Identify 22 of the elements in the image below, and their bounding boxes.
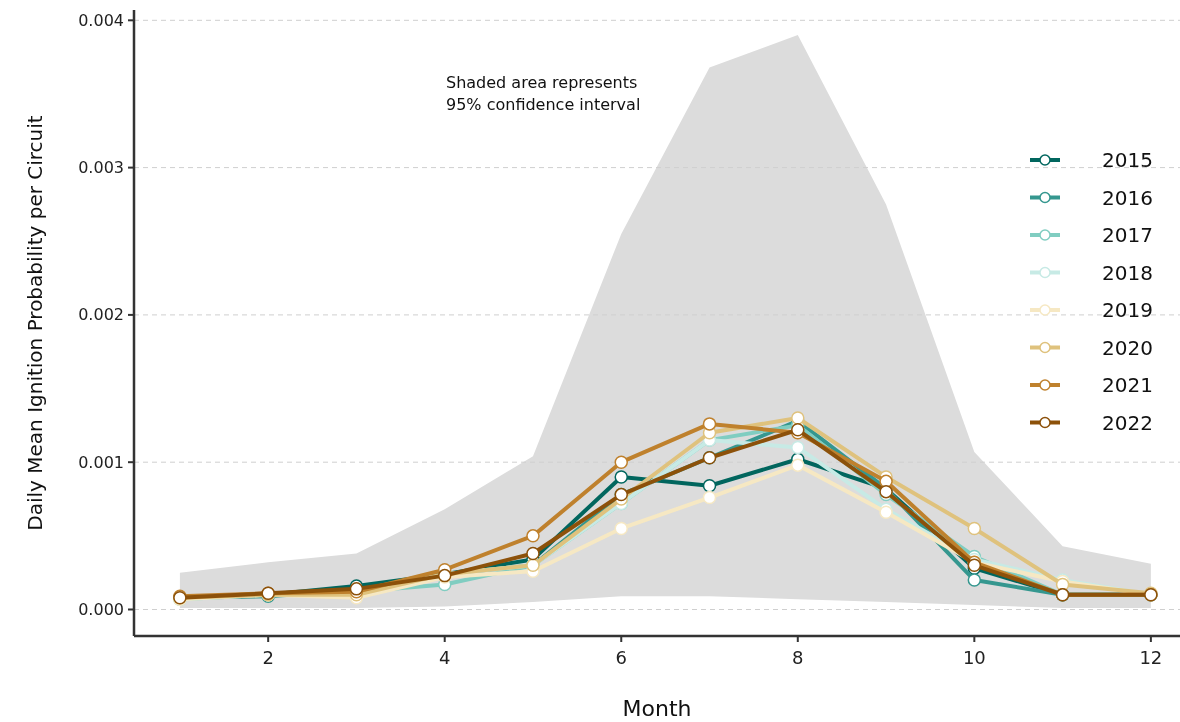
y-tick-label: 0.003 — [78, 158, 124, 178]
x-tick-label: 12 — [1139, 647, 1163, 668]
legend-label: 2020 — [1102, 335, 1153, 360]
x-tick-label: 2 — [262, 647, 274, 668]
legend-label: 2017 — [1102, 223, 1153, 247]
x-tick-label: 6 — [615, 647, 627, 668]
annotation: Shaded area represents 95% confidence interval — [446, 73, 641, 114]
x-tick-label: 10 — [962, 647, 986, 668]
legend-label: 2019 — [1102, 298, 1153, 322]
y-tick-label: 0.001 — [78, 452, 124, 472]
legend-label: 2022 — [1102, 410, 1153, 435]
x-tick-label: 4 — [438, 647, 451, 668]
y-tick-label: 0.004 — [78, 10, 124, 30]
y-axis-title: Daily Mean Ignition Probability per Circuit — [23, 115, 47, 531]
y-tick-label: 0.002 — [78, 305, 124, 325]
y-tick-label: 0.000 — [78, 600, 124, 620]
legend-label: 2016 — [1102, 185, 1153, 210]
legend-label: 2021 — [1102, 373, 1153, 397]
legend-label: 2015 — [1102, 148, 1153, 172]
x-tick-label: 8 — [792, 647, 804, 668]
x-axis-title: Month — [622, 696, 692, 721]
legend-label: 2018 — [1102, 260, 1153, 285]
